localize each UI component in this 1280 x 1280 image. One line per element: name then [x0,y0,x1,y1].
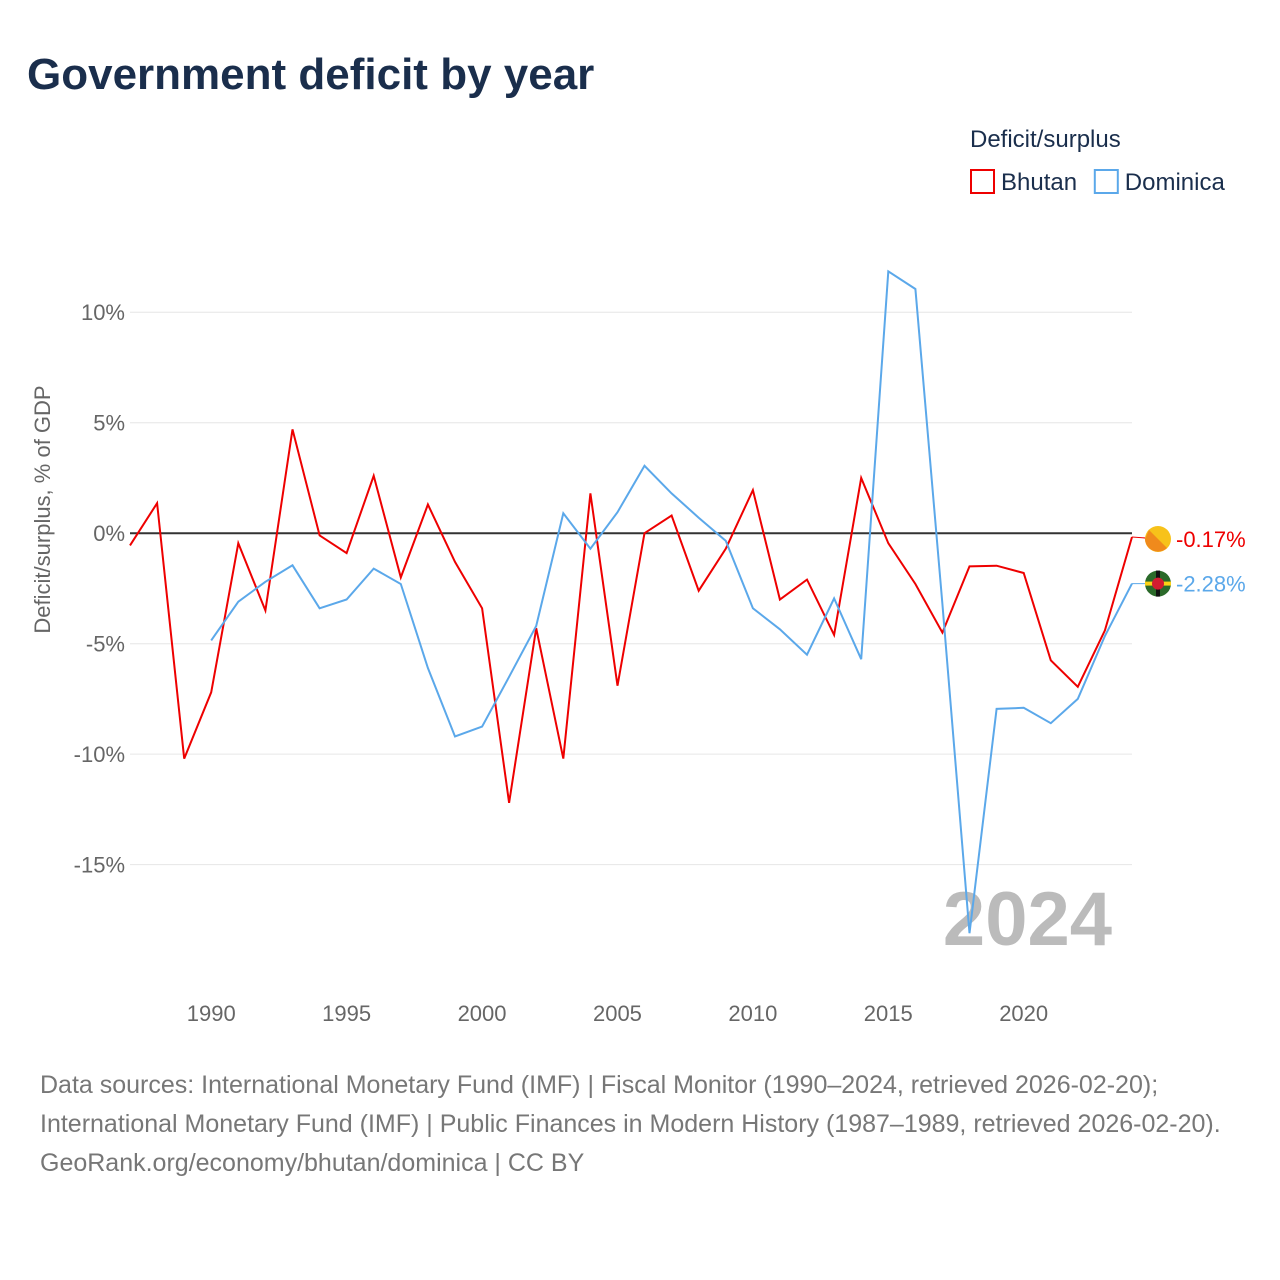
x-tick-label: 2020 [999,1001,1048,1026]
legend-swatch-dominica [1093,169,1119,194]
footer: Data sources: International Monetary Fun… [40,1066,1240,1183]
y-tick-label: -10% [74,742,125,767]
end-value-label: -2.28% [1176,572,1246,597]
end-value-label: -0.17% [1176,527,1246,552]
x-tick-label: 2015 [864,1001,913,1026]
flag-disc [1152,577,1164,590]
y-tick-label: 5% [93,411,125,436]
series-line-bhutan [129,429,1133,803]
series-line-dominica [210,269,1133,934]
y-tick-label: 0% [93,521,125,546]
x-tick-label: 2000 [458,1001,507,1026]
legend-label-bhutan[interactable]: Bhutan [1001,169,1077,196]
data-sources: Data sources: International Monetary Fun… [40,1071,1221,1138]
legend-title: Deficit/surplus [970,126,1121,153]
x-tick-label: 1990 [187,1001,236,1026]
y-axis-label: Deficit/surplus, % of GDP [30,385,55,633]
y-tick-label: 10% [81,300,125,325]
x-tick-label: 1995 [322,1001,371,1026]
credit-link[interactable]: GeoRank.org/economy/bhutan/dominica | CC… [40,1149,585,1177]
x-tick-label: 2005 [593,1001,642,1026]
legend-label-dominica[interactable]: Dominica [1125,169,1226,196]
legend-swatch-bhutan [970,169,995,194]
bhutan-flag-lower-icon [1145,529,1167,552]
page-title: Government deficit by year [27,50,595,99]
x-tick-label: 2010 [728,1001,777,1026]
line-chart: 10% 5% 0% -5% -10% -15% 1990 1995 2000 2005 2010 20… [30,126,1246,1026]
y-tick-label: -15% [74,853,125,878]
y-tick-label: -5% [86,632,125,657]
